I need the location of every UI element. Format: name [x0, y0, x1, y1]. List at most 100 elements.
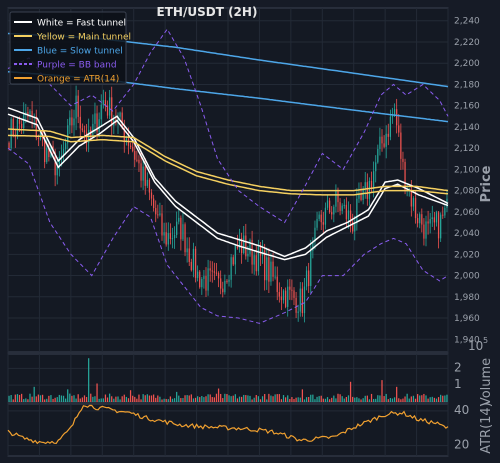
volume-bar — [217, 388, 220, 402]
volume-bar — [207, 394, 209, 402]
volume-bar — [423, 393, 425, 402]
volume-bar — [192, 398, 195, 402]
volume-bar — [138, 394, 140, 402]
volume-bar — [270, 395, 272, 402]
candle-body — [270, 261, 272, 282]
volume-bar — [14, 394, 16, 402]
candle-body — [54, 152, 56, 176]
candle-body — [31, 110, 33, 117]
volume-bar — [29, 393, 31, 402]
candle-body — [83, 130, 86, 133]
candle-body — [48, 147, 50, 158]
volume-bar — [182, 398, 184, 402]
volume-bar — [333, 395, 335, 402]
candle-body — [234, 245, 236, 265]
price-tick-label: 2,020 — [454, 250, 480, 260]
candle-body — [220, 278, 222, 289]
candle-body — [8, 142, 10, 149]
candle-body — [123, 128, 125, 143]
candle-body — [56, 166, 58, 176]
volume-bar — [337, 393, 339, 402]
candle-body — [379, 136, 381, 149]
volume-bar — [205, 396, 207, 402]
plot-layer — [7, 7, 449, 457]
candle-body — [316, 218, 318, 228]
volume-bar — [268, 393, 270, 402]
volume-tick-label: 2 — [454, 360, 462, 374]
volume-bar — [255, 394, 257, 402]
volume-bar — [259, 399, 262, 402]
atr-axis-label: ATR(14) — [479, 402, 494, 454]
candle-body — [343, 204, 345, 206]
volume-bar — [312, 394, 314, 402]
price-tick-label: 2,220 — [454, 38, 480, 48]
volume-bar — [316, 396, 318, 402]
candle-body — [245, 235, 247, 257]
volume-bar — [69, 393, 71, 402]
candle-body — [134, 151, 136, 160]
candle-body — [94, 113, 96, 124]
candle-body — [150, 192, 153, 199]
candle-body — [349, 210, 352, 223]
candle-body — [295, 297, 297, 313]
volume-bar — [408, 398, 410, 402]
volume-bar — [35, 396, 37, 402]
volume-bar — [372, 398, 375, 402]
volume-multiplier-exponent: 5 — [483, 336, 488, 345]
candle-body — [20, 123, 23, 129]
volume-bar — [295, 397, 297, 402]
candle-body — [324, 207, 327, 225]
candle-body — [121, 112, 123, 129]
candle-body — [299, 288, 301, 312]
candle-body — [264, 250, 266, 281]
candle-body — [232, 257, 234, 265]
volume-bar — [144, 395, 146, 402]
volume-bar — [33, 386, 35, 402]
volume-bar — [274, 394, 276, 402]
volume-bar — [247, 395, 249, 402]
series-bb-band — [7, 28, 449, 224]
legend-entry: Purple = BB band — [37, 61, 117, 71]
candle-body — [73, 118, 75, 126]
volume-bar — [88, 358, 90, 402]
atr-tick-label: 20 — [454, 438, 469, 452]
volume-bar — [98, 398, 100, 402]
legend: White = Fast tunnel Yellow = Main tunnel B… — [9, 11, 131, 85]
candle-body — [79, 116, 81, 129]
candle-body — [125, 138, 128, 143]
candle-body — [282, 290, 285, 301]
candle-body — [106, 105, 109, 116]
volume-bar — [211, 397, 213, 402]
volume-bar — [437, 397, 440, 402]
volume-bar — [199, 397, 201, 402]
volume-bar — [125, 396, 128, 402]
volume-bar — [100, 398, 102, 402]
candle-body — [188, 248, 190, 262]
candle-body — [358, 193, 360, 199]
candle-body — [163, 232, 165, 236]
volume-bar — [442, 395, 444, 402]
candle-body — [184, 224, 186, 253]
candle-body — [425, 221, 427, 239]
candle-body — [318, 214, 320, 219]
candle-body — [440, 214, 442, 239]
volume-bar — [236, 398, 239, 402]
volume-bar — [228, 395, 230, 402]
candle-body — [161, 213, 163, 236]
candle-body — [146, 179, 148, 186]
volume-bar — [108, 393, 111, 402]
candle-body — [310, 250, 312, 287]
candle-body — [199, 271, 201, 288]
volume-bar — [121, 396, 123, 402]
candle-body — [391, 115, 394, 117]
volume-bar — [375, 398, 377, 402]
volume-bar — [251, 399, 253, 402]
volume-bar — [299, 397, 301, 402]
volume-bar — [220, 393, 222, 402]
candle-body — [228, 279, 230, 282]
candle-body — [435, 212, 438, 223]
volume-bar — [173, 398, 176, 402]
volume-bar — [381, 380, 383, 402]
volume-bar — [341, 396, 343, 402]
price-tick-label: 2,120 — [454, 144, 480, 154]
